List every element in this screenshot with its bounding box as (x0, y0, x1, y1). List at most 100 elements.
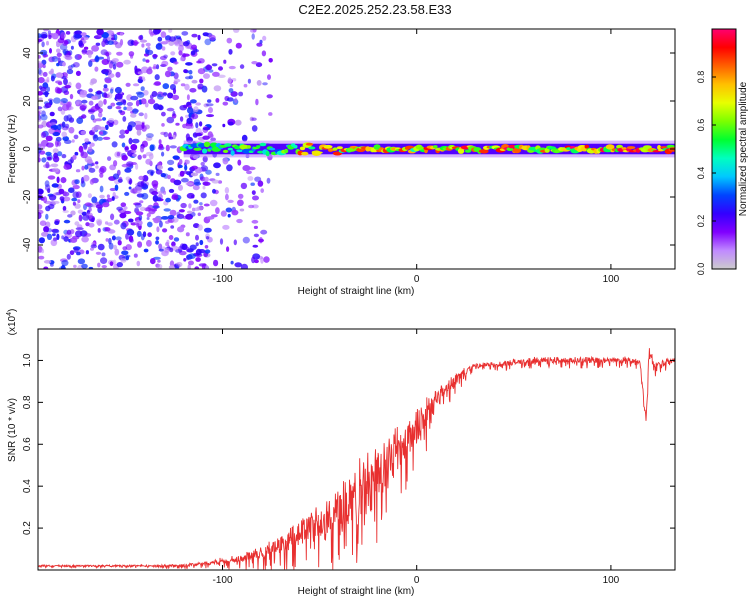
band-blob (202, 148, 208, 154)
noise-blob (155, 240, 159, 245)
noise-blob (61, 235, 65, 240)
noise-blob (208, 69, 214, 73)
spectrogram-y-ticks: -40 -20 0 20 40 (22, 47, 675, 252)
noise-blob (222, 101, 229, 106)
noise-blob (99, 194, 105, 199)
noise-blob (40, 248, 45, 254)
noise-blob (209, 133, 214, 138)
noise-blob (199, 176, 206, 182)
noise-blob (80, 32, 87, 37)
noise-blob (38, 97, 43, 101)
noise-blob (185, 232, 190, 237)
x-tick-label: 0 (414, 274, 420, 285)
snr-scale-base: (x10 (7, 315, 18, 335)
noise-blob (107, 156, 112, 162)
noise-blob (120, 258, 127, 263)
noise-blob (251, 256, 256, 264)
noise-blob (83, 233, 92, 237)
noise-blob (135, 163, 139, 170)
noise-blob (178, 44, 184, 52)
noise-blob (48, 34, 52, 40)
noise-blob (88, 167, 96, 173)
noise-blob (116, 262, 124, 268)
noise-blob (251, 219, 259, 224)
noise-blob (137, 241, 143, 248)
noise-blob (113, 219, 120, 225)
noise-blob (152, 205, 160, 209)
noise-blob (138, 175, 144, 181)
noise-blob (91, 95, 99, 100)
noise-blob (94, 66, 99, 72)
noise-blob (125, 106, 133, 111)
noise-blob (195, 234, 199, 241)
noise-blob (106, 197, 113, 202)
noise-blob (61, 121, 66, 128)
noise-blob (186, 117, 193, 125)
noise-blob (169, 209, 177, 217)
band-blob (269, 147, 276, 151)
noise-blob (121, 154, 128, 161)
noise-blob (151, 208, 157, 212)
noise-blob (114, 248, 120, 256)
noise-blob (63, 115, 69, 122)
noise-blob (47, 156, 52, 160)
noise-blob (161, 111, 166, 117)
noise-blob (262, 35, 267, 41)
noise-blob (205, 265, 209, 269)
colorbar-tick-label: 0.4 (696, 167, 706, 180)
noise-blob (55, 72, 64, 78)
y-tick-label: 1.0 (22, 353, 33, 367)
noise-blob (124, 254, 131, 258)
noise-blob (108, 123, 114, 127)
noise-blob (204, 245, 209, 249)
band-blob (480, 149, 489, 154)
noise-blob (210, 137, 217, 142)
noise-blob (123, 59, 131, 65)
noise-blob (46, 142, 54, 148)
band-blob (373, 144, 381, 150)
noise-blob (48, 194, 57, 201)
noise-blob (237, 193, 244, 199)
noise-blob (161, 123, 165, 127)
noise-blob (190, 172, 199, 177)
noise-blob (186, 94, 190, 101)
noise-blob (124, 129, 130, 134)
noise-blob (147, 221, 153, 228)
noise-blob (215, 207, 220, 215)
colorbar: 0.0 0.2 0.4 0.6 0.8 Normalized spectral ampl… (696, 28, 749, 275)
noise-blob (102, 202, 110, 208)
noise-blob (259, 39, 263, 44)
noise-blob (55, 136, 62, 142)
noise-blob (124, 191, 130, 196)
noise-blob (76, 101, 80, 106)
noise-blob (102, 87, 109, 92)
noise-blob (40, 49, 48, 56)
noise-blob (213, 85, 222, 92)
noise-blob (38, 60, 42, 65)
noise-blob (146, 213, 151, 218)
noise-blob (99, 126, 106, 131)
noise-blob (169, 260, 175, 268)
noise-blob (200, 161, 205, 166)
noise-blob (95, 204, 103, 209)
noise-blob (165, 197, 172, 203)
noise-blob (97, 136, 103, 141)
noise-blob (66, 68, 74, 75)
noise-blob (56, 124, 62, 131)
noise-blob (138, 35, 143, 41)
noise-blob (146, 133, 154, 138)
noise-blob (118, 176, 123, 183)
noise-blob (234, 119, 242, 126)
noise-blob (168, 235, 174, 240)
noise-blob (58, 188, 65, 195)
noise-blob (165, 144, 170, 152)
noise-blob (53, 97, 61, 104)
snr-x-axis-label: Height of straight line (km) (298, 586, 415, 597)
noise-blob (66, 253, 71, 260)
noise-blob (97, 262, 101, 268)
noise-blob (161, 250, 169, 257)
noise-blob (101, 265, 108, 269)
noise-blob (94, 56, 100, 63)
noise-blob (134, 65, 138, 73)
noise-blob (178, 158, 183, 165)
